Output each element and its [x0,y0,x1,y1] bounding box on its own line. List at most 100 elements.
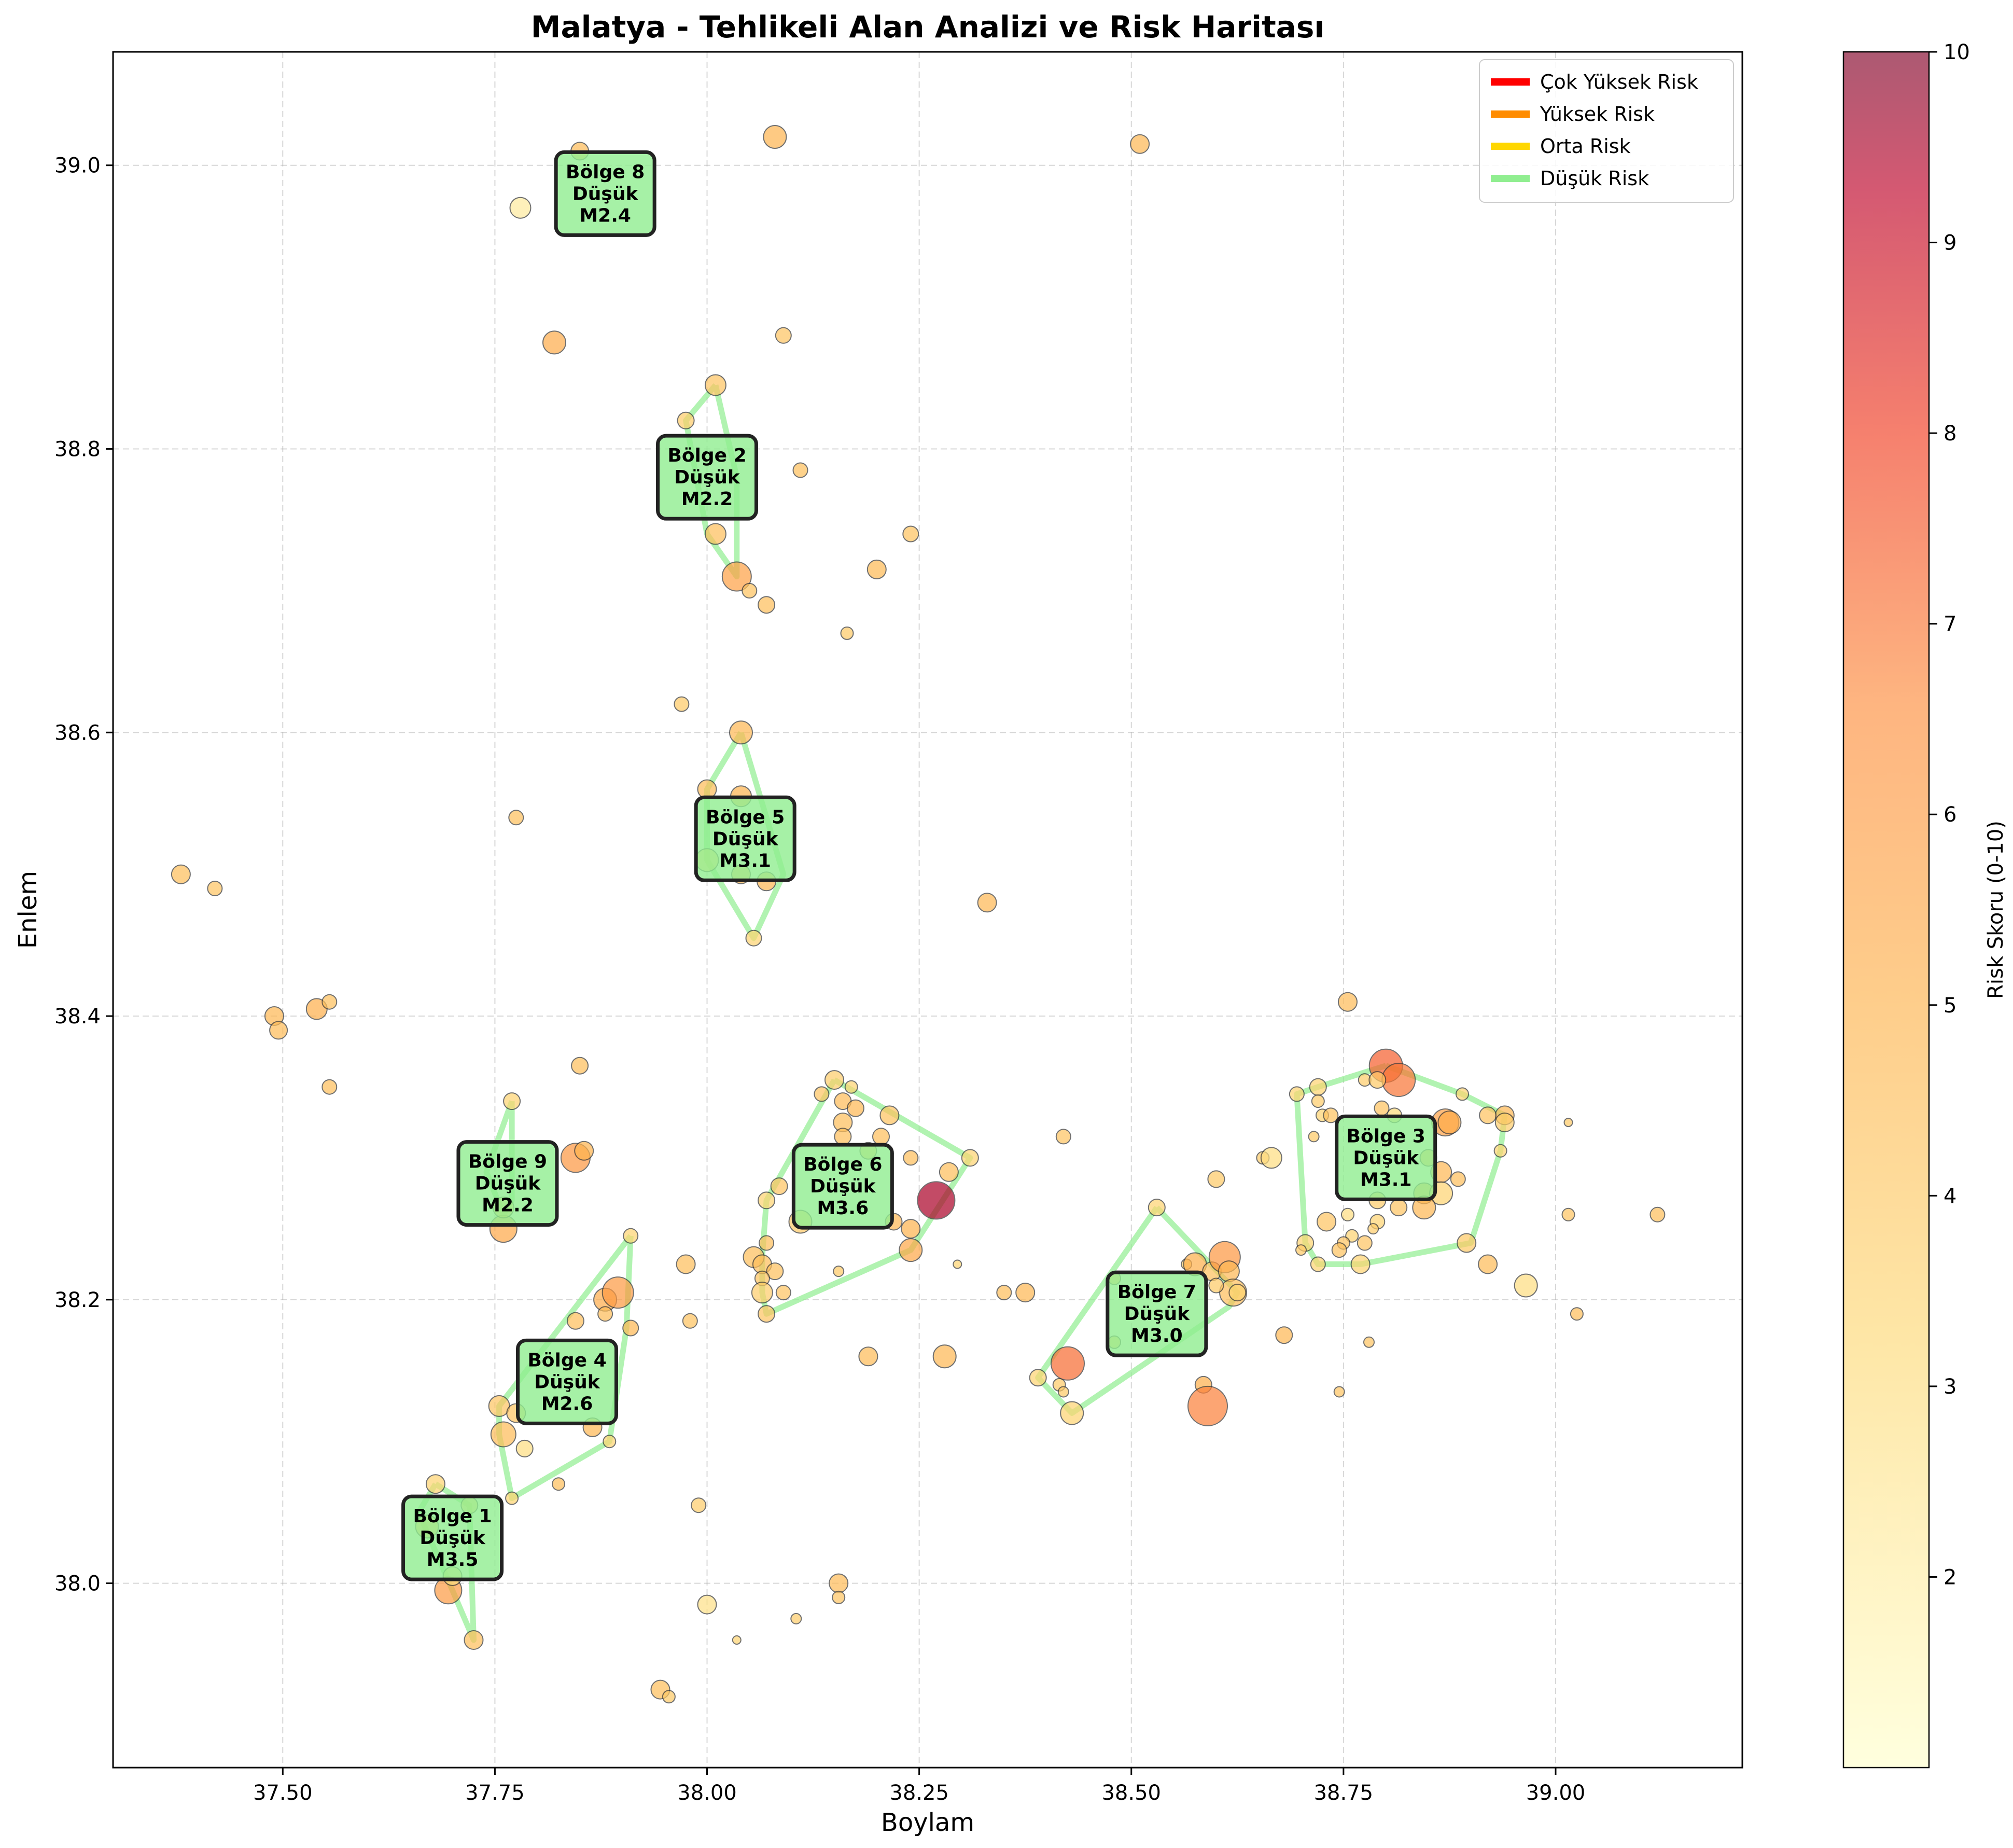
zone-label-text: M2.2 [482,1195,534,1216]
risk-point [766,1262,784,1281]
zone-label-text: Bölge 8 [566,161,645,183]
risk-point [269,1021,288,1040]
zone-label-text: Düşük [810,1176,876,1197]
risk-point [903,1150,919,1166]
risk-point [846,1099,864,1117]
risk-point [1148,1199,1166,1217]
risk-point [1015,1283,1036,1303]
x-tick-label: 38.75 [1314,1781,1374,1805]
colorbar-label: Risk Skoru (0-10) [1984,821,2008,999]
risk-point [1323,1107,1339,1123]
zone-label-text: M3.5 [427,1549,479,1571]
zone-label-text: M3.1 [1360,1169,1412,1190]
colorbar-tick-label: 6 [1944,803,1956,827]
risk-point [759,1235,775,1251]
risk-point [763,125,787,149]
colorbar: Risk Skoru (0-10) 2 3 4 5 6 7 8 9 10 [1842,40,2008,1769]
y-tick-label: 38.8 [54,437,101,461]
risk-point [1029,1369,1047,1387]
y-axis-label: Enlem [13,871,43,949]
zone-label-box [554,150,656,237]
risk-point [704,523,726,545]
plot-frame [112,51,1743,1769]
y-axis-ticks: 38.0 38.2 38.4 38.6 38.8 39.0 [54,154,113,1596]
risk-point [1479,1106,1497,1124]
risk-point [464,1630,484,1650]
risk-point [542,330,566,355]
risk-point [1187,1385,1228,1426]
risk-point [858,1346,878,1367]
risk-point [902,525,919,543]
zone-label-box [694,795,796,882]
risk-point [879,1105,900,1126]
risk-point [691,1497,707,1513]
risk-point [1060,1401,1084,1425]
risk-point [704,374,726,396]
risk-point [834,1128,852,1146]
risk-point [977,893,997,913]
risk-point [1493,1144,1507,1158]
risk-point [792,462,808,478]
risk-point [1295,1244,1307,1256]
zone-label-text: Bölge 2 [667,445,746,466]
x-tick-label: 37.50 [253,1781,313,1805]
zone-label-text: Bölge 5 [706,807,785,828]
zone-label-text: Bölge 3 [1347,1126,1425,1147]
risk-point [1649,1206,1666,1222]
colorbar-tick-label: 8 [1944,422,1956,446]
zone-label-text: M3.0 [1131,1325,1183,1346]
zone-label-text: Bölge 7 [1117,1282,1196,1303]
risk-point [321,1079,338,1095]
zone-label-text: M3.1 [719,850,771,871]
risk-point [662,1690,676,1704]
zone-label-box [1106,1270,1208,1357]
risk-point [1374,1100,1390,1116]
zone-label-text: Düşük [1353,1147,1419,1169]
risk-point [1310,1256,1326,1272]
risk-point [745,929,762,947]
risk-point [939,1162,959,1182]
risk-point [1309,1078,1327,1096]
risk-point [515,1439,534,1457]
x-tick-label: 38.25 [889,1781,949,1805]
risk-point [1381,1063,1416,1097]
risk-point [844,1080,858,1094]
zone-label-text: Bölge 6 [803,1154,882,1175]
risk-point [597,1306,613,1322]
chart-title: Malatya - Tehlikeli Alan Analizi ve Risk… [531,9,1324,45]
risk-point [732,1635,742,1645]
colorbar-tick-label: 3 [1944,1375,1956,1399]
risk-point [321,994,338,1010]
risk-point [207,881,223,896]
risk-point [1367,1223,1379,1235]
risk-point [1208,1277,1224,1294]
risk-point [602,1276,634,1309]
risk-point [961,1149,979,1167]
risk-point [1341,1207,1354,1221]
x-axis-ticks: 37.50 37.75 38.00 38.25 38.50 38.75 39.00 [253,1768,1585,1805]
y-tick-label: 38.4 [54,1005,101,1029]
y-tick-label: 38.0 [54,1572,101,1596]
risk-point [623,1228,639,1244]
risk-point [509,197,532,219]
risk-point [508,810,524,826]
colorbar-tick-label: 9 [1944,231,1956,255]
risk-point [901,1219,921,1239]
risk-point [1363,1336,1375,1348]
risk-point [1207,1170,1225,1188]
risk-point [770,1177,788,1196]
risk-point [721,561,752,592]
risk-point [697,1594,717,1615]
risk-point [1456,1087,1469,1101]
risk-point [899,1238,923,1262]
x-tick-label: 38.50 [1101,1781,1161,1805]
risk-point [1514,1273,1538,1298]
zone-label-box [456,1140,559,1227]
risk-point [1055,1129,1071,1145]
risk-point [932,1344,957,1369]
risk-point [1563,1118,1573,1128]
risk-point [917,1181,956,1220]
